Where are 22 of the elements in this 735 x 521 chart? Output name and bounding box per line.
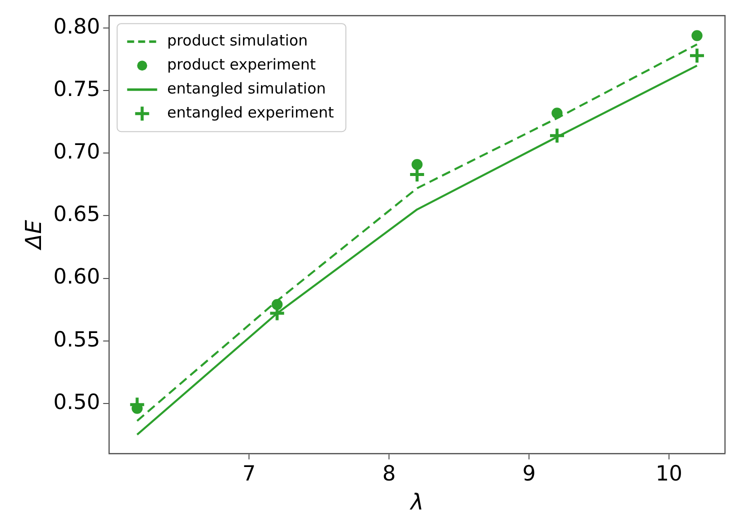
point bbox=[132, 402, 143, 414]
legend-label: entangled simulation bbox=[167, 79, 326, 98]
y-tick-label: 0.60 bbox=[53, 264, 100, 289]
x-tick-label: 8 bbox=[382, 461, 396, 486]
x-axis-title: λ bbox=[410, 490, 424, 516]
y-tick-label: 0.55 bbox=[53, 327, 100, 352]
y-tick-label: 0.65 bbox=[53, 202, 100, 226]
y-tick-label: 0.75 bbox=[53, 77, 100, 102]
y-tick-label: 0.50 bbox=[53, 390, 100, 414]
x-tick-label: 10 bbox=[656, 461, 682, 486]
legend-label: entangled experiment bbox=[167, 103, 334, 122]
y-axis-title: ΔE bbox=[22, 220, 47, 251]
point bbox=[412, 158, 423, 170]
legend-label: product experiment bbox=[167, 55, 316, 74]
legend-label: product simulation bbox=[167, 31, 308, 50]
point bbox=[692, 30, 703, 42]
x-tick-label: 9 bbox=[522, 461, 536, 486]
point bbox=[272, 299, 283, 310]
point bbox=[548, 127, 566, 144]
y-tick-label: 0.80 bbox=[53, 14, 100, 39]
y-tick-label: 0.70 bbox=[53, 140, 100, 164]
x-tick-label: 7 bbox=[242, 461, 256, 486]
